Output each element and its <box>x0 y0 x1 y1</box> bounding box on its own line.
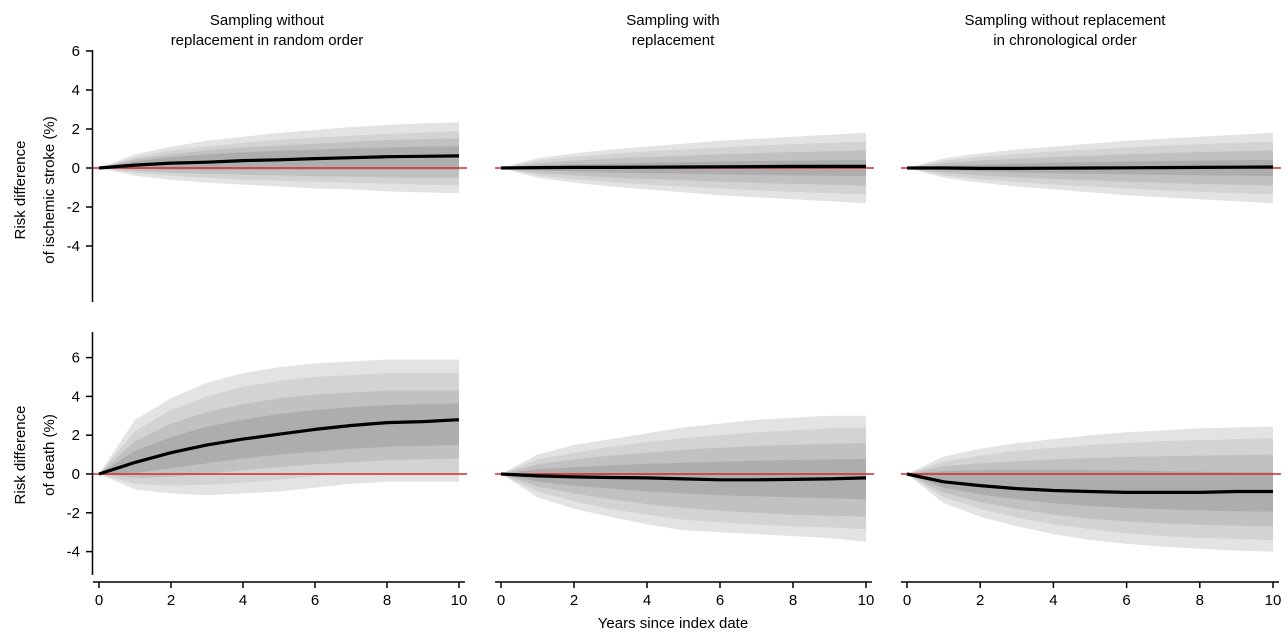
x-tick-label: 2 <box>570 592 578 609</box>
estimate-line <box>500 472 867 482</box>
estimate-line <box>500 164 866 170</box>
x-tick-label: 8 <box>1196 592 1204 609</box>
x-tick-label: 0 <box>903 592 911 609</box>
column-titles: Sampling without replacement in random o… <box>171 12 1167 49</box>
row-label-2-line-2: of death (%) <box>41 414 58 496</box>
x-axis-title: Years since index date <box>598 615 748 632</box>
x-tick-label: 4 <box>643 592 651 609</box>
x-tick-label: 8 <box>789 592 797 609</box>
x-axis: 0 2 4 6 8 10 <box>93 581 468 609</box>
panel-1-1: -4 -2 0 2 4 6 <box>67 43 467 302</box>
uncertainty-band-4 <box>99 403 459 474</box>
x-tick-label: 6 <box>716 592 724 609</box>
y-tick-label: 0 <box>72 160 80 177</box>
y-tick-label: 4 <box>72 82 80 99</box>
y-axis: -4 -2 0 2 4 6 <box>67 332 94 575</box>
y-tick-label: 6 <box>72 350 80 367</box>
panel-2-2: 0 2 4 6 8 10 <box>495 415 875 609</box>
y-tick-label: 6 <box>72 43 80 60</box>
y-tick-label: 0 <box>72 466 80 483</box>
column-title-1-line-1: Sampling without <box>210 12 325 29</box>
x-tick-label: 6 <box>1122 592 1130 609</box>
panel-1-2 <box>495 132 874 204</box>
x-tick-label: 8 <box>383 592 391 609</box>
x-tick-label: 10 <box>1265 592 1282 609</box>
panel-2-1: -4 -2 0 2 4 6 0 2 4 6 8 10 <box>67 332 468 609</box>
estimate-line <box>98 154 460 170</box>
x-axis: 0 2 4 6 8 10 <box>495 581 875 609</box>
x-tick-label: 10 <box>451 592 468 609</box>
row-labels: Risk difference of ischemic stroke (%) R… <box>12 116 58 504</box>
row-label-1-line-1: Risk difference <box>12 141 29 240</box>
y-tick-label: 2 <box>72 121 80 138</box>
x-axis: 0 2 4 6 8 10 <box>901 581 1282 609</box>
estimate-line <box>98 418 460 476</box>
x-tick-label: 0 <box>95 592 103 609</box>
panel-1-3 <box>901 132 1281 204</box>
column-title-3-line-2: in chronological order <box>993 32 1136 49</box>
x-tick-label: 2 <box>167 592 175 609</box>
row-label-1-line-2: of ischemic stroke (%) <box>41 116 58 264</box>
estimate-line <box>906 472 1273 494</box>
column-title-3-line-1: Sampling without replacement <box>965 12 1167 29</box>
x-tick-label: 6 <box>311 592 319 609</box>
y-tick-label: -2 <box>67 505 80 522</box>
x-tick-label: 2 <box>976 592 984 609</box>
x-tick-label: 4 <box>239 592 247 609</box>
y-axis: -4 -2 0 2 4 6 <box>67 43 94 302</box>
y-tick-label: -4 <box>67 238 80 255</box>
panel-2-3: 0 2 4 6 8 10 <box>901 426 1282 609</box>
y-tick-label: -4 <box>67 544 80 561</box>
y-tick-label: 2 <box>72 427 80 444</box>
column-title-2-line-1: Sampling with <box>626 12 719 29</box>
panels: -4 -2 0 2 4 6 -4 -2 0 2 4 6 0 2 4 6 8 10 0 2 4 6 8 10 0 2 4 6 8 10 <box>67 43 1282 609</box>
y-tick-label: -2 <box>67 199 80 216</box>
column-title-1-line-2: replacement in random order <box>171 32 364 49</box>
x-tick-label: 10 <box>858 592 875 609</box>
x-tick-label: 4 <box>1049 592 1057 609</box>
y-tick-label: 4 <box>72 388 80 405</box>
column-title-2-line-2: replacement <box>632 32 715 49</box>
x-tick-label: 0 <box>497 592 505 609</box>
estimate-line <box>907 165 1274 170</box>
row-label-2-line-1: Risk difference <box>12 406 29 505</box>
